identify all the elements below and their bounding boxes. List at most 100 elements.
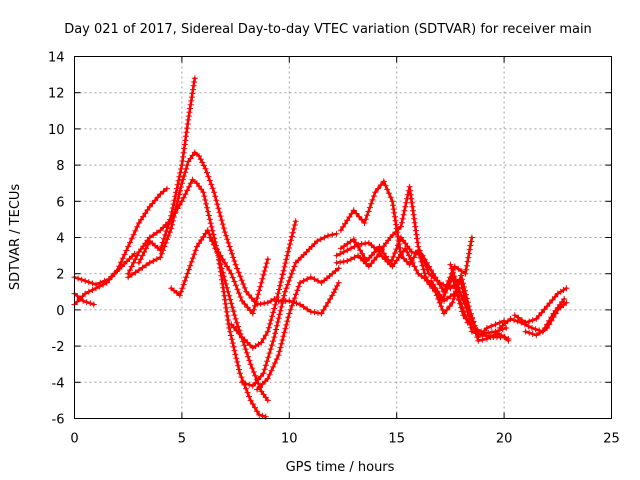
data-point <box>288 270 295 277</box>
data-point <box>175 177 182 184</box>
axis-ticks <box>74 56 612 419</box>
data-point <box>290 225 297 232</box>
data-point <box>294 287 301 294</box>
data-point <box>187 101 194 108</box>
data-point <box>344 258 351 264</box>
data-point <box>347 245 354 252</box>
data-point <box>290 267 297 274</box>
data-point <box>202 197 209 203</box>
data-point <box>284 252 291 259</box>
data-point <box>456 297 462 304</box>
data-point <box>526 318 533 325</box>
data-point <box>410 254 417 261</box>
data-point <box>401 207 408 214</box>
y-tick-labels: -6 -4 -2 0 2 4 6 8 10 12 14 <box>48 51 65 428</box>
data-point <box>177 169 184 176</box>
data-point <box>355 243 361 250</box>
data-point <box>442 290 449 296</box>
data-point <box>180 153 187 160</box>
data-point <box>85 279 92 286</box>
data-point <box>224 236 231 243</box>
data-point <box>186 109 193 116</box>
data-point <box>275 290 282 297</box>
data-point <box>412 250 419 257</box>
data-point <box>246 393 253 400</box>
data-point <box>270 309 277 316</box>
data-point <box>179 285 186 292</box>
data-point <box>187 105 194 112</box>
data-point <box>436 281 443 288</box>
data-point <box>239 297 245 304</box>
data-point <box>184 162 191 169</box>
y-axis-label: SDTVAR / TECUs <box>8 184 23 291</box>
data-point <box>282 260 289 267</box>
data-point <box>260 271 267 278</box>
data-point <box>213 245 220 252</box>
data-point <box>184 187 191 194</box>
data-point <box>274 319 281 325</box>
data-point <box>529 325 535 331</box>
data-point <box>128 271 135 278</box>
data-point <box>182 191 189 198</box>
data-point <box>286 310 293 317</box>
data-point <box>467 242 474 249</box>
data-point <box>130 259 137 266</box>
data-point <box>295 257 302 264</box>
data-point <box>362 216 369 223</box>
x-tick-labels: 0 5 10 15 20 25 <box>70 432 619 447</box>
series-track-6 <box>135 75 198 266</box>
data-point <box>485 329 492 336</box>
data-point <box>370 193 377 200</box>
data-point <box>238 277 245 284</box>
data-point <box>247 397 254 404</box>
data-point <box>279 271 286 278</box>
data-point <box>418 273 425 279</box>
data-point <box>300 277 307 284</box>
data-point <box>191 75 198 82</box>
data-point <box>423 259 430 266</box>
data-point <box>259 381 266 388</box>
data-point <box>217 213 224 220</box>
data-point <box>189 90 196 97</box>
data-point <box>456 288 463 295</box>
data-point <box>458 292 465 299</box>
data-point <box>408 199 415 206</box>
data-point <box>205 173 212 180</box>
data-point <box>441 310 447 317</box>
data-point <box>478 328 485 335</box>
data-point <box>402 245 409 252</box>
data-point <box>413 267 420 274</box>
data-point <box>386 190 392 197</box>
data-point <box>394 242 401 249</box>
data-point <box>289 299 296 306</box>
data-point <box>467 312 474 318</box>
data-point <box>256 383 263 390</box>
data-point <box>245 353 252 360</box>
data-point <box>511 317 518 324</box>
data-point <box>396 238 403 245</box>
data-point <box>368 260 375 267</box>
data-point <box>262 264 269 271</box>
data-point <box>125 243 132 250</box>
data-point <box>546 321 553 328</box>
data-point <box>168 225 175 232</box>
data-point <box>268 297 274 304</box>
data-point <box>251 302 258 309</box>
data-point <box>270 338 277 345</box>
data-point <box>260 370 267 377</box>
data-point <box>90 301 97 308</box>
data-point <box>187 155 194 162</box>
data-point <box>201 193 208 200</box>
data-point <box>185 116 192 123</box>
data-point <box>183 133 189 140</box>
data-point <box>288 233 295 240</box>
data-point <box>525 323 532 330</box>
data-point <box>353 210 360 217</box>
data-point <box>180 194 187 201</box>
data-point <box>265 354 272 361</box>
data-point <box>275 352 282 359</box>
data-point <box>479 336 486 343</box>
data-point <box>392 229 399 236</box>
data-point <box>215 205 222 212</box>
data-point <box>393 221 400 228</box>
